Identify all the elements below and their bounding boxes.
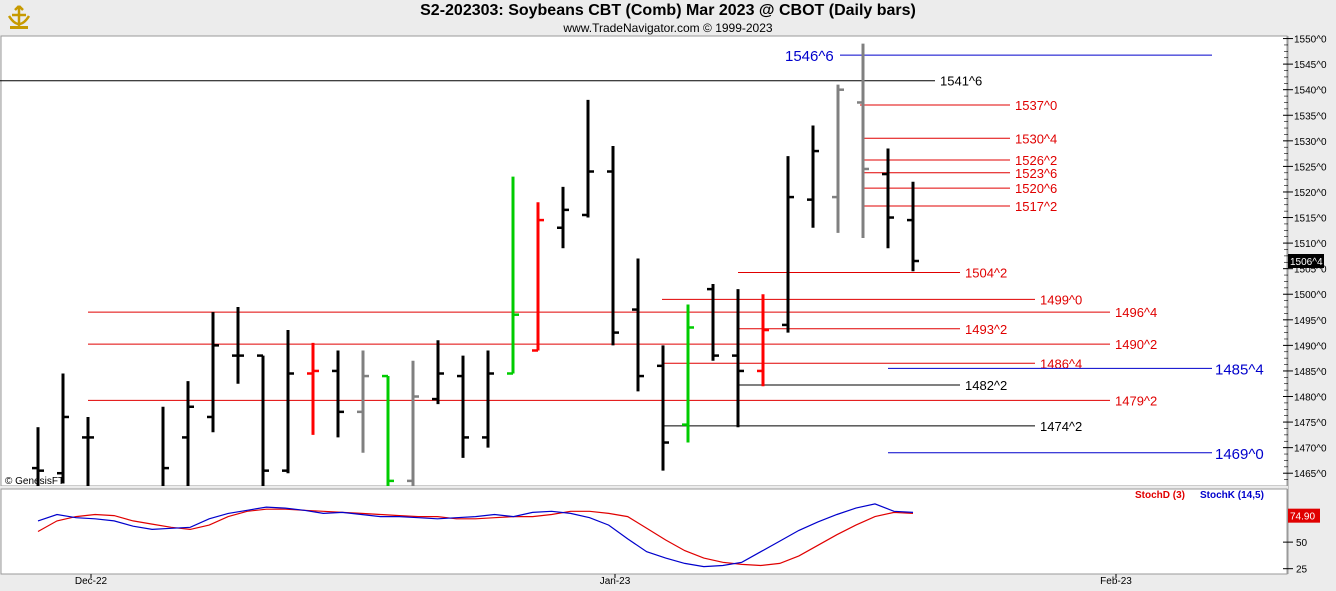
chart-header: S2-202303: Soybeans CBT (Comb) Mar 2023 … [0, 0, 1336, 36]
ohlc-bar [432, 340, 444, 405]
level-label: 1469^0 [1215, 446, 1264, 463]
last-price-label: 1506^4 [1290, 257, 1323, 268]
ohlc-bar [32, 427, 44, 489]
genesis-watermark: © GenesisFT [5, 476, 64, 487]
ohlc-bar [507, 176, 519, 375]
price-tick-label: 1550^0 [1294, 35, 1327, 46]
ohlc-bar [257, 354, 269, 489]
trade-navigator-logo-icon [4, 2, 34, 34]
ohlc-bar [682, 304, 694, 443]
chart-subtitle: www.TradeNavigator.com © 1999-2023 [563, 21, 773, 35]
level-label: 1546^6 [785, 48, 834, 65]
price-bars [32, 43, 919, 525]
stoch-tick-label: 25 [1296, 565, 1308, 576]
stochk-line [37, 503, 914, 568]
level-label: 1490^2 [1115, 337, 1157, 352]
stochd-legend: StochD (3) [1135, 490, 1185, 501]
price-tick-label: 1475^0 [1294, 418, 1327, 429]
price-tick-label: 1505^0 [1294, 265, 1327, 276]
level-label: 1504^2 [965, 266, 1007, 281]
ohlc-bar [207, 312, 219, 433]
date-tick-label: Dec-22 [75, 576, 108, 587]
price-tick-label: 1495^0 [1294, 316, 1327, 327]
level-label: 1530^4 [1015, 131, 1057, 146]
level-label: 1523^6 [1015, 166, 1057, 181]
level-label: 1520^6 [1015, 181, 1057, 196]
price-tick-label: 1490^0 [1294, 341, 1327, 352]
price-tick-label: 1500^0 [1294, 290, 1327, 301]
ohlc-bar [632, 258, 644, 392]
ohlc-bar [357, 350, 369, 453]
price-tick-label: 1485^0 [1294, 367, 1327, 378]
ohlc-bar [332, 350, 344, 438]
ohlc-bar [382, 374, 394, 492]
price-tick-label: 1520^0 [1294, 188, 1327, 199]
price-tick-label: 1470^0 [1294, 444, 1327, 455]
ohlc-bar [807, 125, 819, 228]
stochd-line [37, 508, 914, 567]
price-tick-label: 1480^0 [1294, 393, 1327, 404]
level-label: 1517^2 [1015, 199, 1057, 214]
ohlc-bar [732, 289, 744, 428]
date-tick-label: Jan-23 [600, 576, 631, 587]
ohlc-bar [607, 145, 619, 346]
stochastic-lines [37, 503, 914, 568]
ohlc-bar [907, 181, 919, 272]
level-label: 1496^4 [1115, 305, 1157, 320]
ohlc-bar [532, 202, 544, 352]
stoch-tick-label: 50 [1296, 538, 1308, 549]
level-label: 1485^4 [1215, 361, 1264, 378]
ohlc-bar [457, 355, 469, 458]
ohlc-bar [882, 148, 894, 249]
ohlc-bar [282, 330, 294, 474]
price-tick-label: 1535^0 [1294, 111, 1327, 122]
ohlc-bar [757, 294, 769, 387]
ohlc-bar [57, 373, 69, 484]
level-label: 1537^0 [1015, 98, 1057, 113]
ohlc-bar [232, 307, 244, 384]
ohlc-bar [482, 350, 494, 448]
level-label: 1482^2 [965, 378, 1007, 393]
chart-title: S2-202303: Soybeans CBT (Comb) Mar 2023 … [420, 2, 916, 19]
ohlc-bar [657, 345, 669, 471]
price-tick-label: 1540^0 [1294, 86, 1327, 97]
ohlc-bar [707, 284, 719, 361]
stochastic-axis: 25 50 74.90 [1283, 508, 1320, 576]
level-label: 1486^4 [1040, 356, 1082, 371]
ohlc-bar [582, 99, 594, 218]
ohlc-bar [182, 381, 194, 499]
ohlc-bar [407, 360, 419, 489]
price-tick-label: 1465^0 [1294, 469, 1327, 480]
price-tick-label: 1545^0 [1294, 60, 1327, 71]
price-tick-label: 1510^0 [1294, 239, 1327, 250]
level-label: 1541^6 [940, 74, 982, 89]
stochastic-panel [0, 488, 1288, 575]
ohlc-bar [782, 156, 794, 333]
level-label: 1499^0 [1040, 292, 1082, 307]
date-tick-label: Feb-23 [1100, 576, 1132, 587]
ohlc-bar [82, 416, 94, 499]
level-label: 1526^2 [1015, 153, 1057, 168]
price-axis-ticks: 1465^0 1470^0 1475^0 1480^0 1485^0 1490^0 1495… [1283, 35, 1327, 480]
level-label: 1479^2 [1115, 393, 1157, 408]
date-axis: Dec-22 Jan-23 Feb-23 [75, 574, 1132, 587]
last-price-marker: 1506^4 [1288, 254, 1324, 268]
stoch-last-value: 74.90 [1290, 512, 1315, 523]
ohlc-bar [557, 186, 569, 249]
level-label: 1493^2 [965, 322, 1007, 337]
level-label: 1474^2 [1040, 419, 1082, 434]
support-resistance-levels: 1546^6 1541^6 1537^0 1530^4 1526^21523^61520… [0, 48, 1264, 463]
price-tick-label: 1525^0 [1294, 162, 1327, 173]
price-panel [0, 35, 1288, 487]
price-tick-label: 1530^0 [1294, 137, 1327, 148]
price-tick-label: 1515^0 [1294, 214, 1327, 225]
ohlc-bar [832, 84, 844, 233]
stochk-legend: StochK (14,5) [1200, 490, 1264, 501]
ohlc-bar [857, 43, 869, 238]
ohlc-bar [307, 342, 319, 435]
